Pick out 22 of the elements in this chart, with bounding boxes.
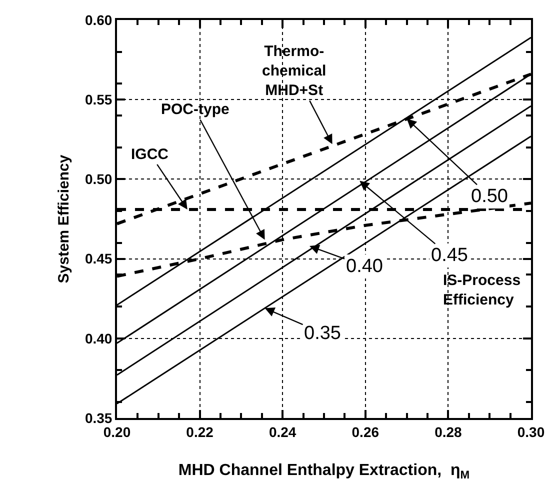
x-tick-label: 0.28 xyxy=(434,424,462,440)
y-tick-label: 0.50 xyxy=(84,171,112,188)
annotation: IS-Process Efficiency xyxy=(443,272,521,308)
annotation: 0.45 xyxy=(431,245,468,266)
y-tick-label: 0.45 xyxy=(84,250,112,267)
x-tick-label: 0.22 xyxy=(186,424,214,440)
x-axis-title: MHD Channel Enthalpy Extraction, η$_{M}$ xyxy=(178,462,470,482)
annotation: 0.50 xyxy=(471,186,508,207)
y-tick-label: 0.35 xyxy=(84,410,112,426)
y-tick-label: 0.55 xyxy=(84,92,112,108)
annotation: IGCC xyxy=(131,146,169,163)
annotation: Thermo- chemical MHD+St xyxy=(262,43,326,99)
x-tick-label: 0.26 xyxy=(352,424,380,440)
y-tick-label: 0.40 xyxy=(84,330,112,346)
y-tick-label: 0.60 xyxy=(84,12,112,28)
x-tick-label: 0.24 xyxy=(268,424,296,440)
y-axis-title: System Efficiency xyxy=(56,154,73,284)
annotation: POC-type xyxy=(161,101,230,118)
annotation: 0.35 xyxy=(304,323,341,344)
x-tick-label: 0.30 xyxy=(517,424,545,440)
annotation: 0.40 xyxy=(346,256,383,277)
x-tick-label: 0.20 xyxy=(103,424,131,440)
